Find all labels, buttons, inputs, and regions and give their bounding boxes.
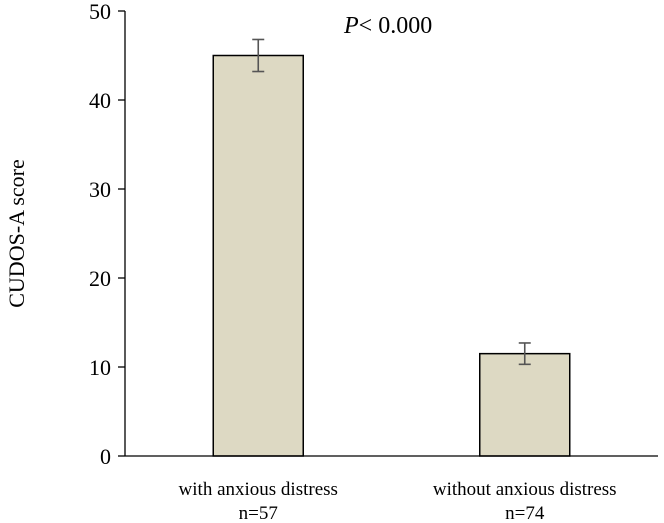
bar-2 — [479, 352, 571, 457]
sample-size-label-1: n=57 — [239, 503, 278, 523]
bar-1 — [212, 54, 304, 457]
sample-size-label-2: n=74 — [505, 503, 545, 523]
p-value-text: < 0.000 — [359, 13, 433, 39]
y-tick-label: 0 — [100, 444, 111, 469]
y-tick-label: 40 — [89, 88, 111, 113]
y-tick-label: 50 — [89, 0, 111, 24]
p-symbol: P — [343, 13, 359, 39]
x-axis-labels: with anxious distress n=57 without anxious… — [179, 479, 617, 523]
y-tick-label: 10 — [89, 355, 111, 380]
x-tick-label-2: without anxious distress — [433, 479, 617, 500]
y-axis: 0 10 20 30 40 50 — [89, 0, 126, 469]
y-axis-label: CUDOS-A score — [4, 159, 29, 308]
error-bars — [252, 38, 531, 366]
bars — [212, 54, 571, 457]
y-tick-label: 20 — [89, 266, 111, 291]
p-value-annotation: P< 0.000 — [343, 13, 432, 39]
x-tick-label-1: with anxious distress — [179, 479, 338, 500]
y-tick-label: 30 — [89, 177, 111, 202]
